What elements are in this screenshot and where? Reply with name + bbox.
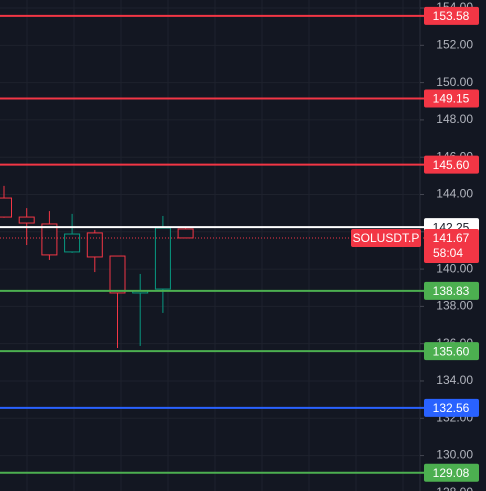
level-label-box [424, 155, 479, 174]
candle-body [18, 216, 35, 224]
y-tick-label: 148.00 [436, 112, 473, 126]
level-label: 129.08 [433, 466, 470, 480]
candle-body [86, 232, 103, 258]
level-label-box [424, 398, 479, 417]
countdown-label: 58:04 [433, 246, 463, 260]
level-label: 135.60 [433, 344, 470, 358]
level-label: 149.15 [433, 92, 470, 106]
symbol-label: SOLUSDT.P [353, 231, 420, 245]
y-tick-label: 134.00 [436, 373, 473, 387]
level-label: 145.60 [433, 158, 470, 172]
candle-body [109, 255, 126, 294]
level-label-box [424, 281, 479, 300]
y-tick-label: 138.00 [436, 299, 473, 313]
candle-body [64, 233, 81, 253]
candle-body [0, 197, 12, 218]
y-tick-label: 144.00 [436, 187, 473, 201]
level-label-box [424, 6, 479, 25]
y-tick-label: 130.00 [436, 448, 473, 462]
candle-body [154, 227, 171, 290]
y-tick-label: 128.00 [436, 485, 473, 491]
y-tick-label: 152.00 [436, 37, 473, 51]
candle-body [177, 228, 194, 239]
level-label: 153.58 [433, 9, 470, 23]
y-tick-label: 140.00 [436, 261, 473, 275]
level-label: 138.83 [433, 284, 470, 298]
level-label: 132.56 [433, 401, 470, 415]
level-label-box [424, 89, 479, 108]
level-label-box [424, 342, 479, 361]
last-price-label: 141.67 [433, 231, 470, 245]
level-label-box [424, 463, 479, 482]
last-price-box [424, 228, 479, 263]
y-tick-label: 150.00 [436, 75, 473, 89]
symbol-box [351, 228, 421, 247]
candle-body [41, 223, 58, 256]
